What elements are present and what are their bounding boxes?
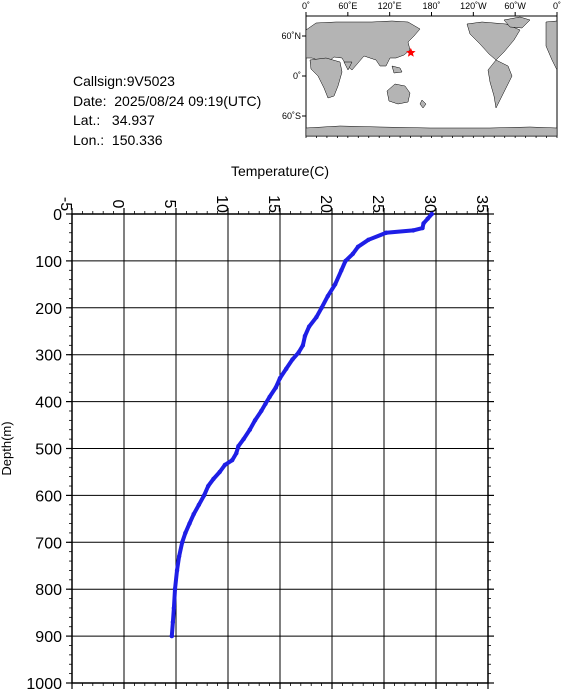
data-point bbox=[183, 530, 188, 536]
map-top-tick-label: 60˚E bbox=[338, 1, 357, 11]
map-top-tick-label: 180˚ bbox=[422, 1, 440, 11]
data-point bbox=[300, 343, 306, 348]
map-top-tick-label: 0˚ bbox=[553, 1, 561, 11]
data-point bbox=[263, 401, 268, 407]
y-tick-label: 400 bbox=[35, 395, 62, 412]
y-tick-label: 300 bbox=[35, 348, 62, 365]
y-tick-label: 500 bbox=[35, 442, 62, 459]
x-tick-label: 15 bbox=[265, 195, 282, 213]
data-point bbox=[273, 385, 279, 390]
data-point bbox=[196, 502, 202, 507]
data-point bbox=[259, 408, 264, 414]
x-tick-label: 0 bbox=[109, 200, 126, 209]
data-point bbox=[284, 366, 289, 371]
data-point bbox=[176, 554, 182, 559]
data-point bbox=[174, 568, 180, 573]
data-point bbox=[170, 619, 176, 625]
y-tick-label: 700 bbox=[35, 535, 62, 552]
data-point bbox=[343, 258, 348, 264]
data-point bbox=[211, 476, 216, 482]
date-text: Date: 2025/08/24 09:19(UTC) bbox=[73, 92, 262, 109]
data-point bbox=[180, 540, 185, 545]
data-point bbox=[171, 605, 177, 611]
y-tick-label: 900 bbox=[35, 629, 62, 646]
data-point bbox=[267, 394, 272, 400]
data-point bbox=[332, 282, 338, 287]
data-point bbox=[420, 225, 425, 231]
data-point bbox=[429, 211, 435, 217]
map-top-tick-label: 120˚W bbox=[460, 1, 487, 11]
data-point bbox=[306, 324, 312, 329]
data-point bbox=[325, 293, 331, 299]
map-top-tick-label: 120˚E bbox=[378, 1, 402, 11]
x-tick-label: 30 bbox=[421, 195, 438, 213]
x-tick-label: 5 bbox=[161, 200, 178, 209]
y-tick-label: 600 bbox=[35, 488, 62, 505]
map-axes: 0˚ 60˚E 120˚E 180˚ 120˚W 60˚W 0˚ 60˚N 0˚ 60˚S bbox=[281, 1, 561, 138]
data-point bbox=[222, 462, 228, 468]
y-tick-label: 200 bbox=[35, 301, 62, 318]
data-point bbox=[339, 268, 344, 273]
data-point bbox=[169, 633, 175, 639]
x-tick-label: 20 bbox=[317, 195, 334, 213]
temperature-profile-line bbox=[169, 212, 434, 639]
data-point bbox=[296, 350, 301, 355]
data-point bbox=[277, 375, 283, 381]
map-left-tick-label: 60˚N bbox=[281, 31, 301, 41]
station-info: Callsign:9V5023 Date: 2025/08/24 09:19(U… bbox=[73, 72, 261, 150]
x-tick-label: -5 bbox=[57, 197, 74, 211]
data-point bbox=[410, 228, 416, 233]
data-point bbox=[187, 521, 192, 526]
data-point bbox=[425, 216, 430, 221]
data-point bbox=[201, 493, 207, 498]
data-point bbox=[236, 443, 241, 449]
data-point bbox=[302, 333, 308, 339]
data-point bbox=[290, 357, 295, 362]
map-top-tick-label: 60˚W bbox=[504, 1, 526, 11]
y-axis-label: Depth(m) bbox=[0, 421, 14, 475]
data-point bbox=[229, 458, 235, 463]
data-point bbox=[252, 418, 258, 423]
map-top-tick-label: 0˚ bbox=[302, 1, 310, 11]
data-point bbox=[217, 469, 222, 475]
data-point bbox=[191, 511, 196, 517]
longitude-text: Lon.: 150.336 bbox=[73, 131, 163, 148]
callsign-text: Callsign:9V5023 bbox=[73, 73, 175, 89]
x-tick-label: 25 bbox=[369, 195, 386, 213]
data-point bbox=[319, 305, 324, 310]
map-left-tick-label: 60˚S bbox=[282, 111, 301, 121]
y-tick-label: 800 bbox=[35, 582, 62, 599]
latitude-text: Lat.: 34.937 bbox=[73, 112, 155, 128]
x-tick-label: 35 bbox=[473, 195, 490, 213]
y-tick-label: 100 bbox=[35, 254, 62, 271]
temperature-profile-points bbox=[169, 211, 435, 639]
data-point bbox=[206, 483, 211, 489]
chart-grid bbox=[71, 213, 489, 684]
y-tick-label: 1000 bbox=[26, 676, 62, 690]
x-axis-label: Temperature(C) bbox=[231, 163, 329, 179]
data-point bbox=[355, 244, 361, 250]
location-marker bbox=[406, 47, 416, 57]
y-tick-label: 0 bbox=[53, 207, 62, 224]
map-land bbox=[305, 16, 558, 137]
data-point bbox=[234, 450, 239, 456]
data-point bbox=[350, 251, 355, 257]
data-point bbox=[172, 587, 178, 592]
location-map: 0˚ 60˚E 120˚E 180˚ 120˚W 60˚W 0˚ 60˚N 0˚ 60˚S bbox=[281, 1, 561, 138]
data-point bbox=[383, 230, 389, 235]
data-point bbox=[366, 237, 371, 242]
map-left-tick-label: 0˚ bbox=[293, 71, 301, 81]
data-point bbox=[314, 314, 319, 320]
temperature-depth-chart: -5 0 5 10 15 20 25 30 35010020030040050060070080… bbox=[0, 163, 494, 690]
data-point bbox=[241, 436, 246, 442]
data-point bbox=[421, 221, 426, 226]
x-tick-label: 10 bbox=[213, 195, 230, 213]
data-point bbox=[247, 427, 253, 432]
